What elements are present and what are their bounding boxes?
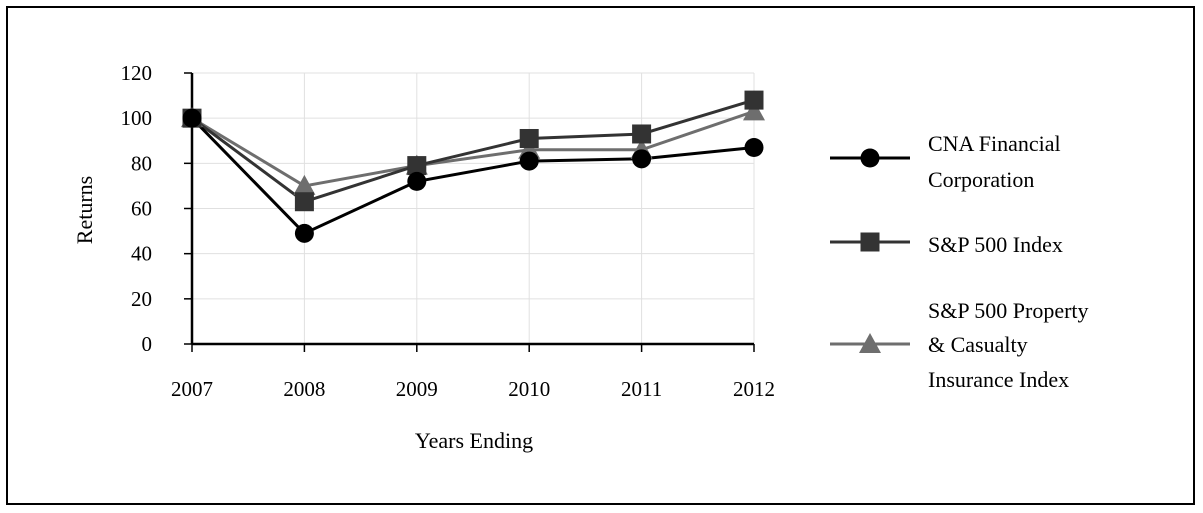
legend-label-0: CNA Financial: [928, 131, 1061, 156]
y-axis-title: Returns: [72, 176, 97, 244]
series-line-2: [191, 109, 755, 188]
legend-marker-circle: [860, 148, 880, 168]
series-line-1: [191, 98, 755, 204]
y-tick-label: 20: [131, 287, 152, 311]
legend-label-2: S&P 500 Property: [928, 298, 1089, 323]
data-point-square: [294, 192, 314, 212]
chart-frame: [6, 6, 1195, 505]
legend-marker-square: [860, 232, 880, 252]
axes: [184, 72, 755, 352]
data-point-circle: [294, 223, 314, 243]
data-point-square: [519, 128, 539, 148]
legend-label-1: S&P 500 Index: [928, 232, 1063, 257]
data-point-circle: [519, 151, 539, 171]
data-point-triangle: [293, 174, 316, 195]
x-tick-label: 2007: [171, 377, 213, 401]
y-tick-label: 60: [131, 197, 152, 221]
tick-labels: 0 20 40 60 80 100 120 2007 2008 2009 2010 2011 2012: [121, 61, 776, 401]
data-point-square: [744, 90, 764, 110]
legend-label-0: Corporation: [928, 167, 1034, 192]
data-point-circle: [182, 108, 202, 128]
y-tick-label: 80: [131, 151, 152, 175]
legend-label-2: Insurance Index: [928, 367, 1069, 392]
y-tick-label: 120: [121, 61, 153, 85]
data-markers: [181, 90, 765, 243]
x-tick-label: 2008: [283, 377, 325, 401]
gridlines: [192, 72, 755, 344]
data-point-circle: [407, 171, 427, 191]
data-point-circle: [744, 138, 764, 158]
data-point-square: [632, 124, 652, 144]
series-line-0: [190, 117, 755, 236]
legend: CNA Financial Corporation S&P 500 Index S&P…: [830, 131, 1089, 392]
series-lines: [190, 98, 755, 236]
y-tick-label: 40: [131, 242, 152, 266]
x-tick-label: 2009: [396, 377, 438, 401]
legend-marker-triangle: [859, 333, 881, 353]
x-axis-title: Years Ending: [415, 428, 533, 453]
x-tick-label: 2012: [733, 377, 775, 401]
data-point-circle: [632, 149, 652, 169]
x-tick-label: 2010: [508, 377, 550, 401]
data-point-square: [407, 156, 427, 176]
y-tick-label: 0: [142, 332, 153, 356]
legend-label-2: & Casualty: [928, 332, 1028, 357]
x-tick-label: 2011: [621, 377, 662, 401]
y-tick-label: 100: [121, 106, 153, 130]
data-point-triangle: [743, 100, 765, 121]
